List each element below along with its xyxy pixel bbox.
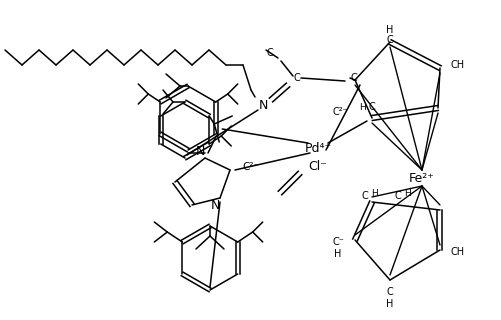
- Text: N: N: [259, 99, 268, 111]
- Text: Cl⁻: Cl⁻: [309, 159, 328, 172]
- Text: H: H: [372, 188, 378, 197]
- Text: C: C: [387, 35, 393, 45]
- Text: H: H: [386, 299, 394, 309]
- Text: H: H: [334, 249, 342, 259]
- Text: CH: CH: [451, 247, 465, 257]
- Text: H: H: [386, 25, 394, 35]
- Text: H: H: [360, 102, 366, 111]
- Text: C: C: [351, 73, 357, 83]
- Text: C: C: [387, 287, 393, 297]
- Text: C: C: [267, 48, 274, 58]
- Text: N: N: [195, 145, 205, 157]
- Text: C: C: [369, 102, 375, 112]
- Text: Fe²⁺: Fe²⁺: [409, 172, 435, 185]
- Text: C: C: [294, 73, 301, 83]
- Text: CH: CH: [451, 60, 465, 70]
- Text: C: C: [395, 191, 401, 201]
- Text: C²⁻: C²⁻: [242, 162, 259, 172]
- Text: C⁻: C⁻: [332, 237, 344, 247]
- Text: N: N: [210, 198, 219, 212]
- Text: Pd⁴⁺: Pd⁴⁺: [305, 141, 332, 155]
- Text: C²⁻: C²⁻: [332, 107, 348, 117]
- Text: H: H: [405, 188, 411, 197]
- Text: C: C: [362, 191, 368, 201]
